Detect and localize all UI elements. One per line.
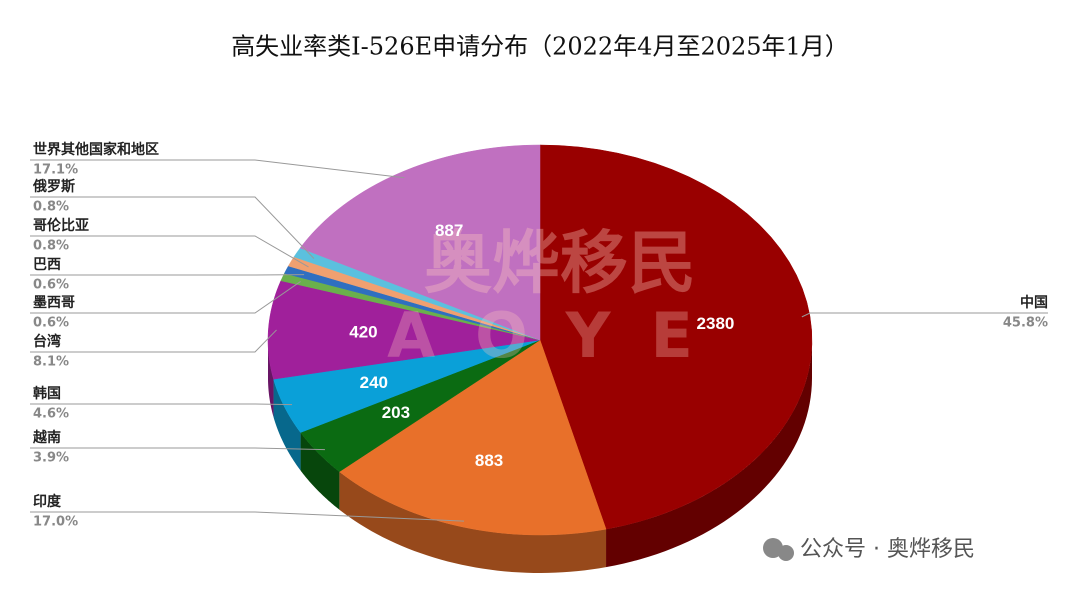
- slice-side: [606, 340, 812, 568]
- slice: [273, 339, 541, 433]
- slice-side: [300, 432, 340, 510]
- slice-side: [273, 379, 301, 471]
- leader-line: [30, 159, 405, 179]
- watermark: 奥烨移民: [424, 225, 696, 304]
- value-label: 2380: [697, 314, 735, 333]
- legend-label: 韩国: [33, 385, 61, 402]
- watermark: AOYE: [387, 299, 733, 372]
- leader-line: [30, 403, 293, 406]
- share-label: 17.1%: [33, 163, 78, 178]
- legend-label: 中国: [1020, 294, 1048, 311]
- slice: [299, 144, 541, 341]
- value-label: 420: [349, 323, 377, 342]
- leader-line: [30, 281, 301, 314]
- slice: [267, 280, 541, 380]
- legend-label: 印度: [33, 493, 62, 510]
- legend-label: 俄罗斯: [32, 178, 75, 195]
- slice: [300, 339, 541, 473]
- share-label: 0.8%: [33, 200, 69, 215]
- footer-text: 公众号 · 奥烨移民: [800, 537, 975, 562]
- slice: [338, 339, 607, 536]
- share-label: 4.6%: [33, 407, 69, 422]
- share-label: 45.8%: [1003, 316, 1048, 331]
- share-label: 0.6%: [33, 316, 69, 331]
- slice: [284, 265, 541, 341]
- chart-title: 高失业率类I-526E申请分布（2022年4月至2025年1月）: [231, 33, 849, 61]
- value-label: 887: [435, 221, 463, 240]
- slice-side: [268, 340, 274, 418]
- share-label: 0.8%: [33, 239, 69, 254]
- share-label: 3.9%: [33, 451, 69, 466]
- share-label: 0.6%: [33, 278, 69, 293]
- legend-label: 世界其他国家和地区: [33, 141, 159, 158]
- legend-label: 台湾: [33, 333, 61, 350]
- slice: [539, 144, 813, 530]
- leader-line: [30, 235, 309, 268]
- leader-line: [30, 196, 315, 259]
- value-label: 203: [382, 403, 410, 422]
- legend-label: 巴西: [33, 257, 61, 273]
- leader-line: [801, 312, 1048, 318]
- leader-line: [30, 447, 325, 451]
- share-label: 8.1%: [33, 355, 69, 370]
- leader-line: [30, 329, 277, 353]
- legend-label: 越南: [32, 429, 61, 446]
- leader-line: [30, 511, 465, 522]
- legend-label: 哥伦比亚: [33, 217, 89, 234]
- legend-label: 墨西哥: [33, 295, 75, 311]
- footer: 公众号 · 奥烨移民: [763, 537, 975, 562]
- share-label: 17.0%: [33, 515, 78, 530]
- slice: [293, 247, 541, 341]
- value-label: 240: [360, 373, 388, 392]
- slice-side: [339, 471, 607, 573]
- value-label: 883: [475, 451, 503, 470]
- pie: [267, 144, 813, 573]
